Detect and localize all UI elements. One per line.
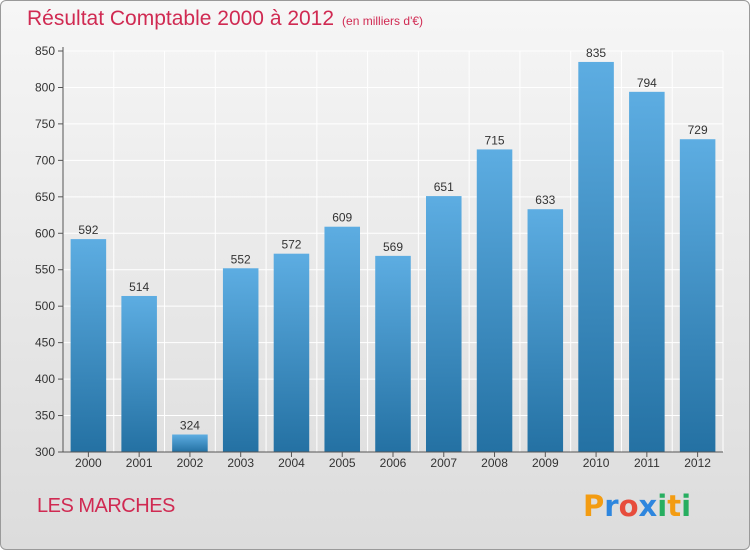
bar-2010 bbox=[578, 61, 614, 452]
bar-value-label: 592 bbox=[78, 223, 98, 237]
y-tick-label: 450 bbox=[35, 336, 55, 350]
labels: 300 350 400 450 500 550 600 650 700 750 800 850 592 2… bbox=[35, 44, 711, 470]
bar-value-label: 514 bbox=[129, 280, 149, 294]
y-tick-label: 600 bbox=[35, 226, 55, 240]
logo-letter: x bbox=[638, 489, 658, 523]
chart-title-text: Résultat Comptable 2000 à 2012 bbox=[27, 7, 335, 30]
chart-title: Résultat Comptable 2000 à 2012 (en millie… bbox=[27, 7, 423, 31]
bar-2008 bbox=[476, 149, 513, 452]
y-tick-label: 650 bbox=[35, 190, 55, 204]
x-tick-label: 2009 bbox=[532, 456, 559, 470]
bar-value-label: 324 bbox=[180, 419, 200, 433]
x-tick-label: 2005 bbox=[329, 456, 356, 470]
y-tick-label: 400 bbox=[35, 372, 55, 386]
axes bbox=[58, 47, 723, 457]
bar-2002 bbox=[172, 434, 208, 452]
y-tick-label: 850 bbox=[35, 44, 55, 58]
y-tick-label: 800 bbox=[35, 80, 55, 94]
x-tick-label: 2002 bbox=[177, 456, 204, 470]
x-tick-label: 2000 bbox=[75, 456, 102, 470]
logo-letter: i bbox=[657, 489, 668, 523]
x-tick-label: 2003 bbox=[227, 456, 254, 470]
bar-value-label: 552 bbox=[231, 252, 251, 266]
y-tick-label: 700 bbox=[35, 153, 55, 167]
x-tick-label: 2007 bbox=[430, 456, 457, 470]
logo-letter: o bbox=[618, 489, 639, 523]
bar-value-label: 729 bbox=[688, 123, 708, 137]
x-tick-label: 2008 bbox=[481, 456, 508, 470]
y-tick-label: 550 bbox=[35, 263, 55, 277]
bar-2005 bbox=[324, 226, 360, 452]
y-tick-label: 300 bbox=[35, 445, 55, 459]
x-tick-label: 2010 bbox=[583, 456, 610, 470]
x-tick-label: 2001 bbox=[126, 456, 153, 470]
x-tick-label: 2004 bbox=[278, 456, 305, 470]
bar-2003 bbox=[222, 268, 259, 452]
bar-value-label: 794 bbox=[637, 76, 657, 90]
bar-2006 bbox=[375, 255, 411, 452]
bar-value-label: 633 bbox=[535, 193, 555, 207]
bar-2001 bbox=[121, 295, 157, 452]
bars bbox=[70, 61, 716, 452]
y-tick-label: 350 bbox=[35, 409, 55, 423]
bar-2011 bbox=[629, 91, 665, 452]
bar-value-label: 609 bbox=[332, 211, 352, 225]
bar-value-label: 569 bbox=[383, 240, 403, 254]
bar-value-label: 715 bbox=[485, 133, 505, 147]
bar-2007 bbox=[426, 196, 462, 452]
y-tick-label: 750 bbox=[35, 117, 55, 131]
commune-name: LES MARCHES bbox=[37, 495, 175, 517]
proxiti-logo[interactable]: Proxiti bbox=[583, 489, 691, 523]
logo-letter: i bbox=[681, 489, 692, 523]
logo-letter: P bbox=[583, 489, 605, 523]
y-tick-label: 500 bbox=[35, 299, 55, 313]
x-tick-label: 2006 bbox=[380, 456, 407, 470]
bar-value-label: 651 bbox=[434, 180, 454, 194]
logo-letter: r bbox=[604, 489, 619, 523]
bar-2000 bbox=[70, 239, 107, 452]
bar-value-label: 572 bbox=[281, 238, 301, 252]
bar-value-label: 835 bbox=[586, 46, 606, 60]
logo-letter: t bbox=[667, 489, 682, 523]
x-tick-label: 2012 bbox=[684, 456, 711, 470]
bar-2012 bbox=[679, 139, 716, 452]
chart-subtitle: (en milliers d'€) bbox=[342, 14, 424, 28]
bar-2004 bbox=[273, 253, 310, 452]
bar-2009 bbox=[527, 209, 564, 452]
x-tick-label: 2011 bbox=[634, 456, 660, 470]
